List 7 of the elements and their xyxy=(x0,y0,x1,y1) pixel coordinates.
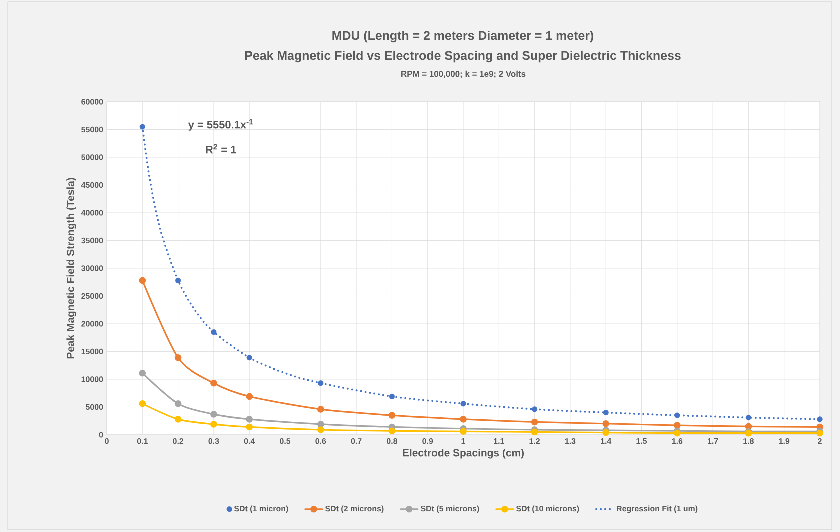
chart-title: MDU (Length = 2 meters Diameter = 1 meter) xyxy=(332,30,594,43)
x-axis-title: Electrode Spacings (cm) xyxy=(403,449,524,459)
text: RPM = 100,000; k = 1e9; 2 Volts xyxy=(402,70,526,78)
annotation: y = 5550.1x$^{-1}$ xyxy=(188,119,254,131)
annotation: R$^{2}$ = 1 xyxy=(206,144,236,154)
chart-subtitle: Peak Magnetic Field vs Electrode Spacing and Super Dielectric Thickness xyxy=(245,50,681,63)
y-axis-title: Peak Magnetic Field Strength (Tesla) xyxy=(66,178,76,359)
